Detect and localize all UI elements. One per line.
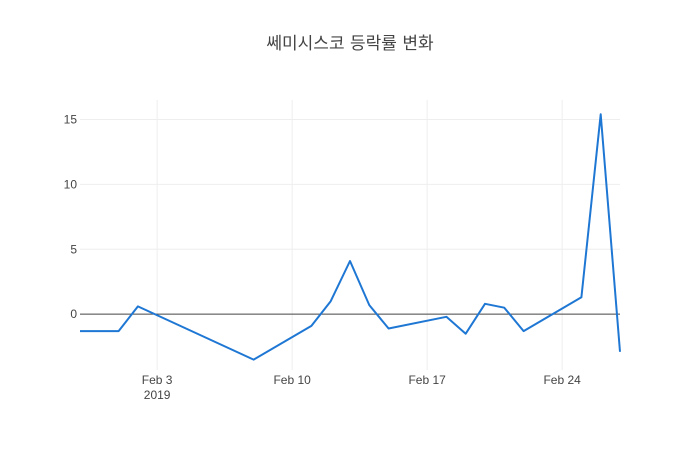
series-line: [80, 113, 621, 361]
x-tick-label: Feb 10: [273, 373, 311, 387]
series-group: [80, 113, 621, 361]
y-tick-label: 0: [70, 307, 77, 321]
y-tick-label: 5: [70, 242, 77, 256]
grid: [80, 100, 620, 370]
x-tick-label: Feb 24: [543, 373, 581, 387]
chart-title: 쎄미시스코 등락률 변화: [266, 34, 434, 54]
x-tick-label: Feb 17: [408, 373, 446, 387]
y-tick-label: 10: [64, 177, 78, 191]
y-tick-label: 15: [64, 112, 78, 126]
x-tick-sublabel: 2019: [144, 388, 171, 402]
x-tick-label: Feb 3: [142, 373, 173, 387]
